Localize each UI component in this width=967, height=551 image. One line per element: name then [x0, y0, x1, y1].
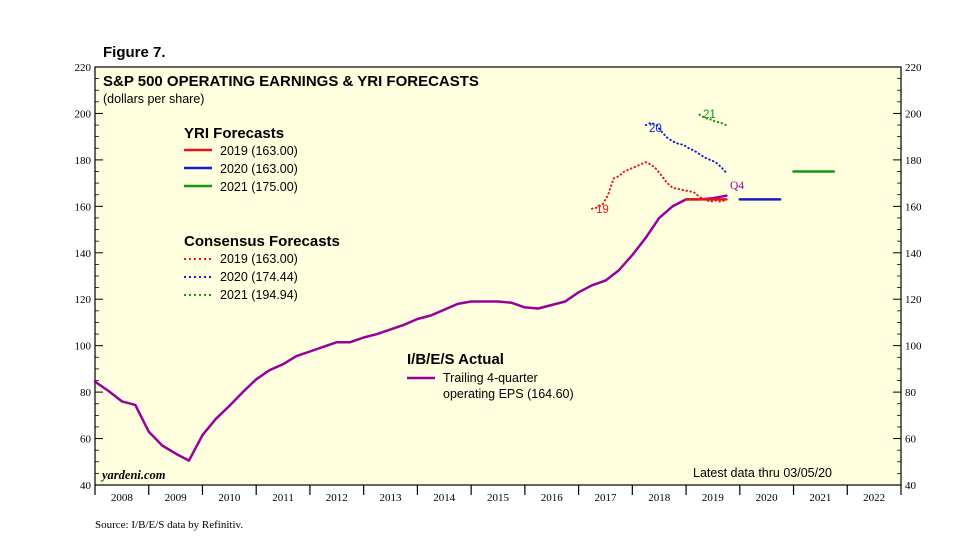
- legend-consensus-item-2021: 2021 (194.94): [220, 288, 298, 302]
- y-tick-label-left: 200: [75, 108, 92, 120]
- x-tick-label: 2015: [487, 492, 510, 504]
- chart-title: S&P 500 OPERATING EARNINGS & YRI FORECAS…: [103, 73, 479, 90]
- x-tick-label: 2010: [218, 492, 241, 504]
- x-tick-label: 2012: [326, 492, 348, 504]
- legend-yri-heading: YRI Forecasts: [184, 125, 284, 142]
- y-tick-label-left: 120: [75, 294, 92, 306]
- legend-consensus-item-2019: 2019 (163.00): [220, 252, 298, 266]
- y-tick-label-left: 100: [75, 341, 92, 353]
- x-tick-label: 2017: [594, 492, 617, 504]
- x-tick-label: 2016: [541, 492, 564, 504]
- y-tick-label-left: 40: [80, 480, 92, 492]
- series-layer: [93, 113, 836, 462]
- y-tick-label-right: 120: [905, 294, 922, 306]
- legend-consensus-heading: Consensus Forecasts: [184, 233, 340, 250]
- x-tick-label: 2021: [809, 492, 831, 504]
- y-tick-label-left: 220: [75, 62, 92, 74]
- x-tick-label: 2011: [272, 492, 294, 504]
- watermark: yardeni.com: [100, 468, 166, 482]
- y-tick-label-right: 220: [905, 62, 922, 74]
- x-tick-label: 2019: [702, 492, 725, 504]
- y-tick-label-right: 100: [905, 341, 922, 353]
- x-tick-label: 2008: [111, 492, 134, 504]
- x-tick-label: 2022: [863, 492, 885, 504]
- x-tick-label: 2009: [165, 492, 188, 504]
- y-tick-label-left: 140: [75, 248, 92, 260]
- legend-actual-line2: operating EPS (164.60): [443, 387, 574, 401]
- figure-label: Figure 7.: [103, 44, 166, 61]
- legend-yri-item-2020: 2020 (163.00): [220, 162, 298, 176]
- legend-yri-item-2021: 2021 (175.00): [220, 180, 298, 194]
- y-tick-label-right: 160: [905, 201, 922, 213]
- plot-area: [94, 66, 902, 486]
- series-line-2021: [698, 113, 728, 127]
- legend-consensus-item-2020: 2020 (174.44): [220, 270, 298, 284]
- annotation-q4: Q4: [730, 180, 744, 192]
- y-tick-label-right: 200: [905, 108, 922, 120]
- series-line-i-b-e-s-actual: [93, 194, 728, 462]
- x-tick-label: 2018: [648, 492, 671, 504]
- y-tick-label-right: 60: [905, 434, 917, 446]
- y-tick-label-left: 80: [80, 387, 92, 399]
- x-tick-label: 2020: [756, 492, 779, 504]
- y-tick-label-left: 60: [80, 434, 92, 446]
- axis-ticks: 40 40 60 60 80 80 100 100 120 120 140 140 160 160 180 1…: [75, 62, 923, 504]
- annotation-19: 19: [596, 204, 609, 216]
- x-tick-label: 2013: [380, 492, 403, 504]
- y-tick-label-left: 160: [75, 201, 92, 213]
- y-tick-label-right: 40: [905, 480, 917, 492]
- legend-yri-item-2019: 2019 (163.00): [220, 144, 298, 158]
- annotation-20: 20: [649, 123, 662, 135]
- y-tick-label-right: 180: [905, 155, 922, 167]
- y-tick-label-right: 80: [905, 387, 917, 399]
- source-note: Source: I/B/E/S data by Refinitiv.: [95, 519, 243, 531]
- annotation-21: 21: [703, 109, 716, 121]
- y-tick-label-left: 180: [75, 155, 92, 167]
- legend-actual-heading: I/B/E/S Actual: [407, 351, 504, 368]
- series-line-2020: [644, 121, 728, 174]
- chart-subtitle: (dollars per share): [103, 92, 204, 106]
- y-tick-label-right: 140: [905, 248, 922, 260]
- x-tick-label: 2014: [433, 492, 456, 504]
- latest-data-note: Latest data thru 03/05/20: [693, 466, 832, 480]
- legend-actual-line1: Trailing 4-quarter: [443, 371, 538, 385]
